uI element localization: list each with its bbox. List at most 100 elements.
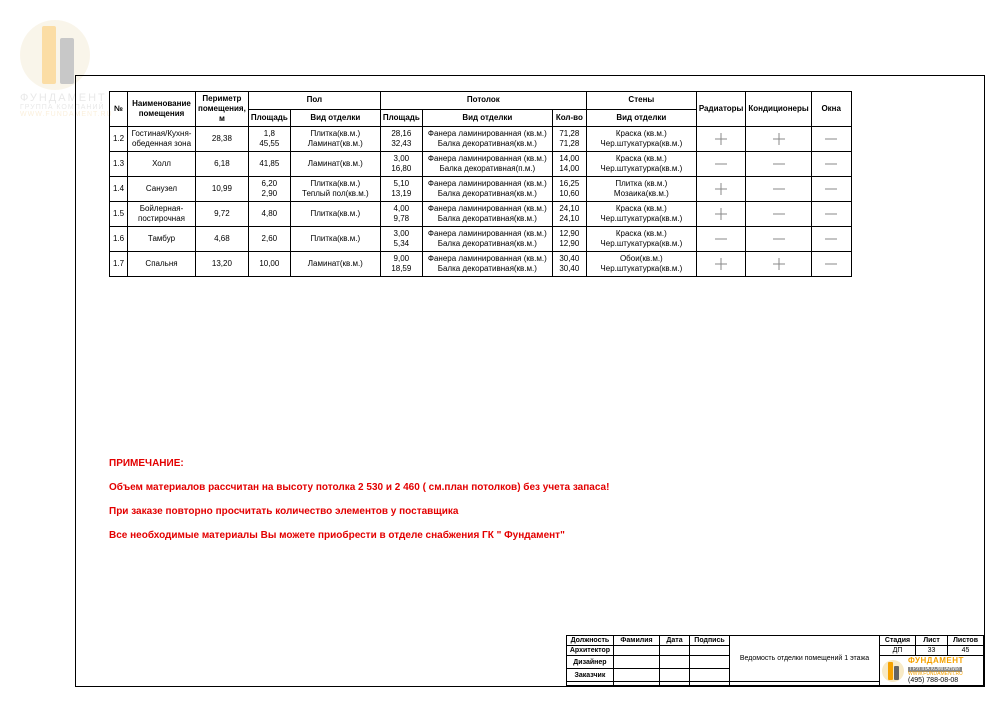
cell-room-name: Бойлерная-постирочная <box>128 202 196 227</box>
tb-sheet: 33 <box>916 646 948 656</box>
cell-ceil-area: 28,16 32,43 <box>380 127 422 152</box>
cell-qty: 12,90 12,90 <box>552 227 586 252</box>
title-block: Должность Фамилия Дата Подпись Ведомость… <box>566 635 984 686</box>
cell-floor-finish: Плитка(кв.м.) <box>290 227 380 252</box>
tb-stage-h: Стадия <box>880 636 916 646</box>
tb-empty <box>690 656 730 669</box>
logo-brand: ФУНДАМЕНТ <box>908 657 964 665</box>
tb-empty <box>614 669 660 682</box>
cell-no: 1.5 <box>110 202 128 227</box>
cell-window-icon <box>811 227 851 252</box>
th-floor-finish: Вид отделки <box>290 109 380 127</box>
cell-perimeter: 9,72 <box>196 202 249 227</box>
cell-ceil-finish: Фанера ламинированная (кв.м.) Балка деко… <box>422 177 552 202</box>
cell-floor-finish: Ламинат(кв.м.) <box>290 252 380 277</box>
cell-window-icon <box>811 202 851 227</box>
th-qty: Кол-во <box>552 109 586 127</box>
cell-floor-finish: Плитка(кв.м.) Теплый пол(кв.м.) <box>290 177 380 202</box>
th-windows: Окна <box>811 92 851 127</box>
cell-window-icon <box>811 252 851 277</box>
notes-block: ПРИМЕЧАНИЕ: Объем материалов рассчитан н… <box>109 456 609 552</box>
cell-ceil-finish: Фанера ламинированная (кв.м.) Балка деко… <box>422 252 552 277</box>
tb-empty <box>690 646 730 656</box>
cell-ceil-finish: Фанера ламинированная (кв.м.) Балка деко… <box>422 202 552 227</box>
cell-perimeter: 6,18 <box>196 152 249 177</box>
cell-perimeter: 13,20 <box>196 252 249 277</box>
cell-conditioner-icon <box>746 127 811 152</box>
cell-radiator-icon <box>696 227 746 252</box>
cell-ceil-area: 4,00 9,78 <box>380 202 422 227</box>
table-row: 1.2Гостиная/Кухня- обеденная зона28,381,… <box>110 127 852 152</box>
tb-empty <box>660 669 690 682</box>
cell-room-name: Тамбур <box>128 227 196 252</box>
cell-no: 1.7 <box>110 252 128 277</box>
cell-window-icon <box>811 152 851 177</box>
th-walls: Стены <box>586 92 696 110</box>
cell-conditioner-icon <box>746 252 811 277</box>
cell-ceil-area: 5,10 13,19 <box>380 177 422 202</box>
tb-empty <box>614 646 660 656</box>
tb-empty <box>690 669 730 682</box>
cell-floor-finish: Плитка(кв.м.) Ламинат(кв.м.) <box>290 127 380 152</box>
tb-role-h: Должность <box>566 636 613 646</box>
cell-radiator-icon <box>696 127 746 152</box>
cell-qty: 24,10 24,10 <box>552 202 586 227</box>
table-row: 1.5Бойлерная-постирочная9,724,80Плитка(к… <box>110 202 852 227</box>
drawing-frame: № Наименование помещения Периметр помеще… <box>75 75 985 687</box>
cell-radiator-icon <box>696 152 746 177</box>
logo-mark-icon <box>882 660 904 682</box>
th-room-name: Наименование помещения <box>128 92 196 127</box>
cell-ceil-finish: Фанера ламинированная (кв.м.) Балка деко… <box>422 152 552 177</box>
tb-sheets-h: Листов <box>948 636 984 646</box>
cell-ceil-area: 9,00 18,59 <box>380 252 422 277</box>
tb-name-h: Фамилия <box>614 636 660 646</box>
cell-room-name: Гостиная/Кухня- обеденная зона <box>128 127 196 152</box>
cell-wall-finish: Краска (кв.м.) Чер.штукатурка(кв.м.) <box>586 202 696 227</box>
logo-phone: (495) 788-08-08 <box>908 677 964 684</box>
th-floor-area: Площадь <box>248 109 290 127</box>
notes-line-2: При заказе повторно просчитать количеств… <box>109 504 609 520</box>
th-condition: Кондиционеры <box>746 92 811 127</box>
tb-stage: ДП <box>880 646 916 656</box>
tb-empty <box>566 682 613 686</box>
cell-radiator-icon <box>696 252 746 277</box>
cell-no: 1.2 <box>110 127 128 152</box>
cell-floor-area: 10,00 <box>248 252 290 277</box>
cell-qty: 30,40 30,40 <box>552 252 586 277</box>
cell-ceil-finish: Фанера ламинированная (кв.м.) Балка деко… <box>422 227 552 252</box>
th-no: № <box>110 92 128 127</box>
finishes-table: № Наименование помещения Периметр помеще… <box>109 91 852 277</box>
notes-line-3: Все необходимые материалы Вы можете прио… <box>109 528 609 544</box>
tb-sheets: 45 <box>948 646 984 656</box>
cell-conditioner-icon <box>746 227 811 252</box>
table-row: 1.3Холл6,1841,85Ламинат(кв.м.)3,00 16,80… <box>110 152 852 177</box>
cell-floor-area: 4,80 <box>248 202 290 227</box>
tb-date-h: Дата <box>660 636 690 646</box>
company-logo: ФУНДАМЕНТ ГРУППА КОМПАНИЙ WWW.FUNDAMENT.… <box>880 656 983 685</box>
cell-room-name: Санузел <box>128 177 196 202</box>
tb-empty <box>614 656 660 669</box>
cell-floor-area: 6,20 2,90 <box>248 177 290 202</box>
th-ceil-area: Площадь <box>380 109 422 127</box>
cell-wall-finish: Краска (кв.м.) Чер.штукатурка(кв.м.) <box>586 227 696 252</box>
cell-window-icon <box>811 177 851 202</box>
th-ceil-finish: Вид отделки <box>422 109 552 127</box>
cell-wall-finish: Краска (кв.м.) Чер.штукатурка(кв.м.) <box>586 127 696 152</box>
tb-empty <box>730 682 880 686</box>
cell-ceil-finish: Фанера ламинированная (кв.м.) Балка деко… <box>422 127 552 152</box>
cell-perimeter: 28,38 <box>196 127 249 152</box>
cell-room-name: Спальня <box>128 252 196 277</box>
th-ceiling: Потолок <box>380 92 586 110</box>
cell-perimeter: 4,68 <box>196 227 249 252</box>
cell-conditioner-icon <box>746 202 811 227</box>
tb-role-cust: Заказчик <box>566 669 613 682</box>
cell-floor-area: 1,8 45,55 <box>248 127 290 152</box>
tb-empty <box>660 682 690 686</box>
cell-qty: 71,28 71,28 <box>552 127 586 152</box>
cell-perimeter: 10,99 <box>196 177 249 202</box>
tb-empty <box>614 682 660 686</box>
cell-no: 1.4 <box>110 177 128 202</box>
tb-empty <box>660 656 690 669</box>
table-row: 1.6Тамбур4,682,60Плитка(кв.м.)3,00 5,34Ф… <box>110 227 852 252</box>
tb-role-arch: Архитектор <box>566 646 613 656</box>
